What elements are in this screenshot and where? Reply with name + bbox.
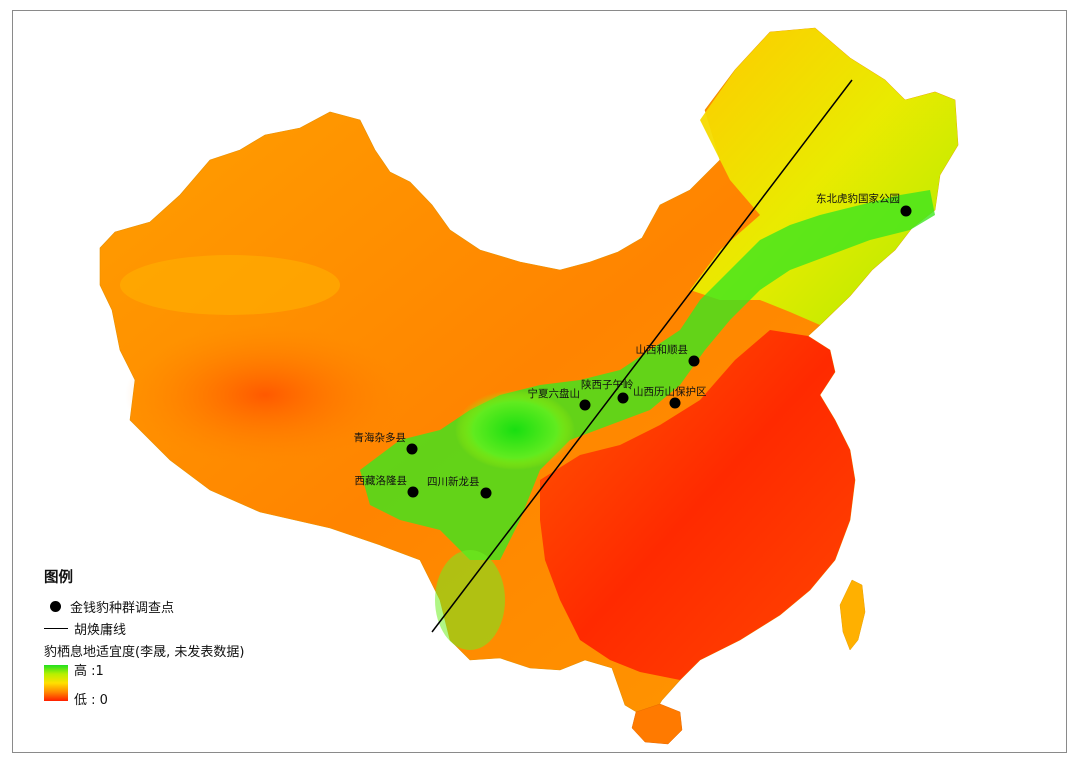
- survey-point-dot: [669, 397, 681, 409]
- suitability-ramp: 高 :1 低 : 0: [44, 663, 304, 708]
- survey-point-label: 西藏洛隆县: [355, 474, 408, 487]
- ramp-low-label: 低 : 0: [74, 693, 108, 708]
- survey-point-label: 东北虎豹国家公园: [816, 192, 900, 205]
- line-symbol: [44, 627, 68, 629]
- basin-zone: [120, 255, 340, 315]
- core-green-zone: [455, 390, 575, 470]
- survey-point-label: 宁夏六盘山: [528, 387, 581, 400]
- hainan-island: [631, 703, 683, 745]
- legend-title: 图例: [44, 570, 73, 586]
- legend-item-survey-points: 金钱豹种群调查点: [44, 595, 304, 617]
- survey-points: 东北虎豹国家公园 山西和顺县 宁夏六盘山 陕西子午岭 山西历山保护区 青海杂多县…: [354, 192, 912, 499]
- hu-line: [431, 79, 853, 633]
- survey-point-dot: [688, 355, 700, 367]
- survey-point-dot: [900, 205, 912, 217]
- ramp-high-label: 高 :1: [74, 664, 104, 679]
- plateau-zone: [125, 325, 405, 465]
- survey-point-dot: [406, 443, 418, 455]
- survey-point-label: 山西和顺县: [636, 344, 689, 356]
- survey-point-dot: [407, 486, 419, 498]
- survey-point-label: 陕西子午岭: [581, 378, 634, 391]
- legend-item-label: 金钱豹种群调查点: [70, 600, 175, 616]
- survey-point-label: 青海杂多县: [354, 431, 407, 444]
- legend-item-hu-line: 胡焕庸线: [44, 617, 304, 639]
- color-ramp-swatch: [44, 665, 68, 701]
- southwest-green-zone: [435, 550, 505, 650]
- legend-item-label: 胡焕庸线: [74, 622, 127, 638]
- southeast-region: [540, 330, 855, 680]
- survey-point-dot: [480, 487, 492, 499]
- taiwan-island: [839, 579, 866, 651]
- survey-point-dot: [579, 399, 591, 411]
- survey-point-label: 山西历山保护区: [633, 385, 707, 398]
- ramp-title: 豹栖息地适宜度(李晟, 未发表数据): [44, 645, 245, 660]
- survey-point-dot: [617, 392, 629, 404]
- survey-point-label: 四川新龙县: [427, 475, 480, 488]
- map-legend: 图例 金钱豹种群调查点 胡焕庸线 豹栖息地适宜度(李晟, 未发表数据) 高 :1…: [44, 566, 304, 708]
- survey-point-symbol: [50, 600, 61, 612]
